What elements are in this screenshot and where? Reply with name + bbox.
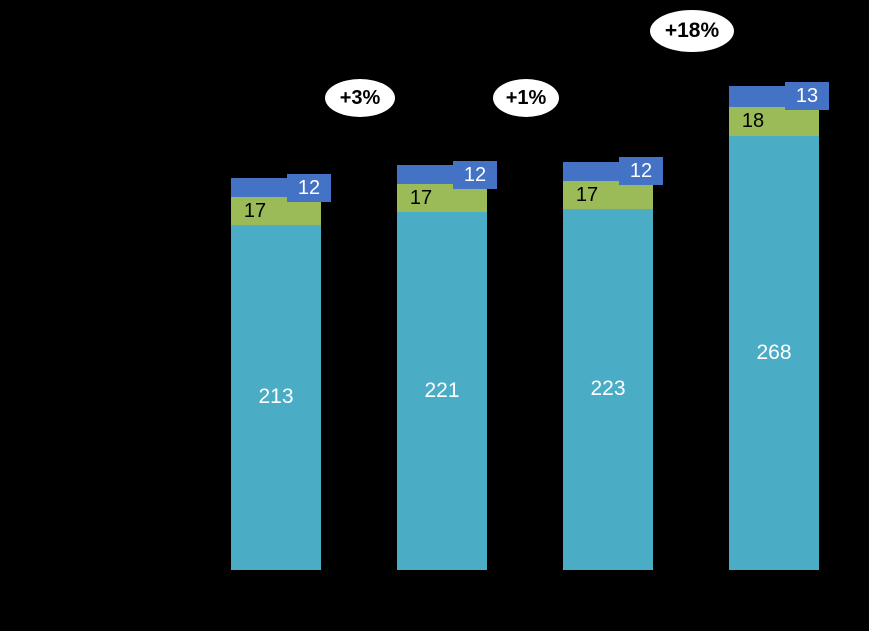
bar-2-bottom-segment-label: 221	[424, 378, 460, 402]
bar-1-bottom-segment-label: 213	[258, 385, 294, 409]
bar-4-bottom-segment-label: 268	[756, 340, 792, 364]
bar-1-bottom-segment	[231, 224, 321, 570]
bar-2-bottom-segment	[397, 211, 487, 570]
bar-4-middle-segment-label: 18	[733, 107, 773, 136]
bar-2-middle-segment-label: 17	[401, 184, 441, 213]
bar-4-top-segment-label: 13	[785, 82, 829, 111]
bar-3-bottom-segment	[563, 208, 653, 570]
bar-4-bottom-segment	[729, 135, 819, 570]
growth-annotation-18pct: +18%	[650, 10, 734, 52]
growth-annotation-3pct: +3%	[325, 79, 395, 117]
bar-1-top-segment-label: 12	[287, 173, 331, 202]
bar-3-middle-segment-label: 17	[567, 180, 607, 209]
bar-3-bottom-segment-label: 223	[590, 377, 626, 401]
growth-annotation-1pct: +1%	[493, 79, 559, 117]
bar-2-top-segment-label: 12	[453, 160, 497, 189]
bar-1-middle-segment-label: 17	[235, 197, 275, 226]
bar-3-top-segment-label: 12	[619, 157, 663, 186]
